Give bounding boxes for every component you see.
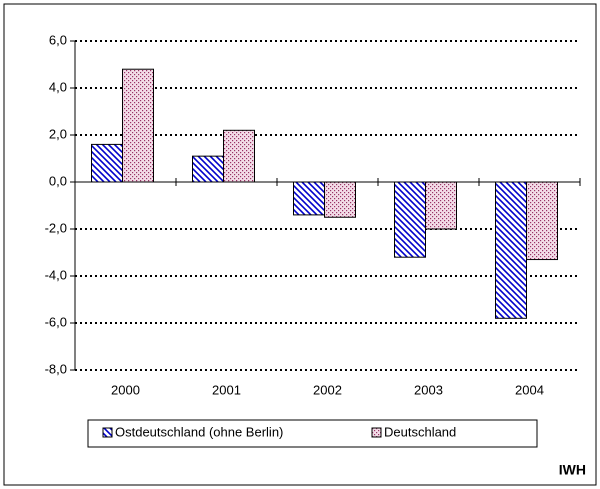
legend-box <box>87 419 538 448</box>
y-tick-label: 4,0 <box>49 79 67 94</box>
x-tick-label: 2003 <box>414 382 443 397</box>
bar <box>495 181 527 319</box>
bar <box>223 129 255 183</box>
bar <box>425 181 457 230</box>
bar <box>394 181 426 258</box>
bar <box>324 181 356 218</box>
bar <box>526 181 558 261</box>
y-tick-label: -8,0 <box>45 361 67 376</box>
x-tick-label: 2000 <box>111 382 140 397</box>
y-tick-label: 6,0 <box>49 32 67 47</box>
y-tick-label: 0,0 <box>49 173 67 188</box>
source: IWH <box>559 462 586 478</box>
legend-label: Ostdeutschland (ohne Berlin) <box>115 424 283 439</box>
x-tick-label: 2002 <box>313 382 342 397</box>
bar <box>192 155 224 183</box>
bar <box>91 143 123 183</box>
legend-swatch <box>371 427 382 438</box>
bar <box>122 68 154 183</box>
frame <box>3 3 597 486</box>
x-tick-label: 2004 <box>515 382 544 397</box>
bar <box>293 181 325 216</box>
legend-swatch <box>102 427 113 438</box>
y-tick-label: -4,0 <box>45 267 67 282</box>
y-tick-label: -2,0 <box>45 220 67 235</box>
x-tick-label: 2001 <box>212 382 241 397</box>
y-tick-label: -6,0 <box>45 314 67 329</box>
y-tick-label: 2,0 <box>49 126 67 141</box>
legend-label: Deutschland <box>384 424 456 439</box>
